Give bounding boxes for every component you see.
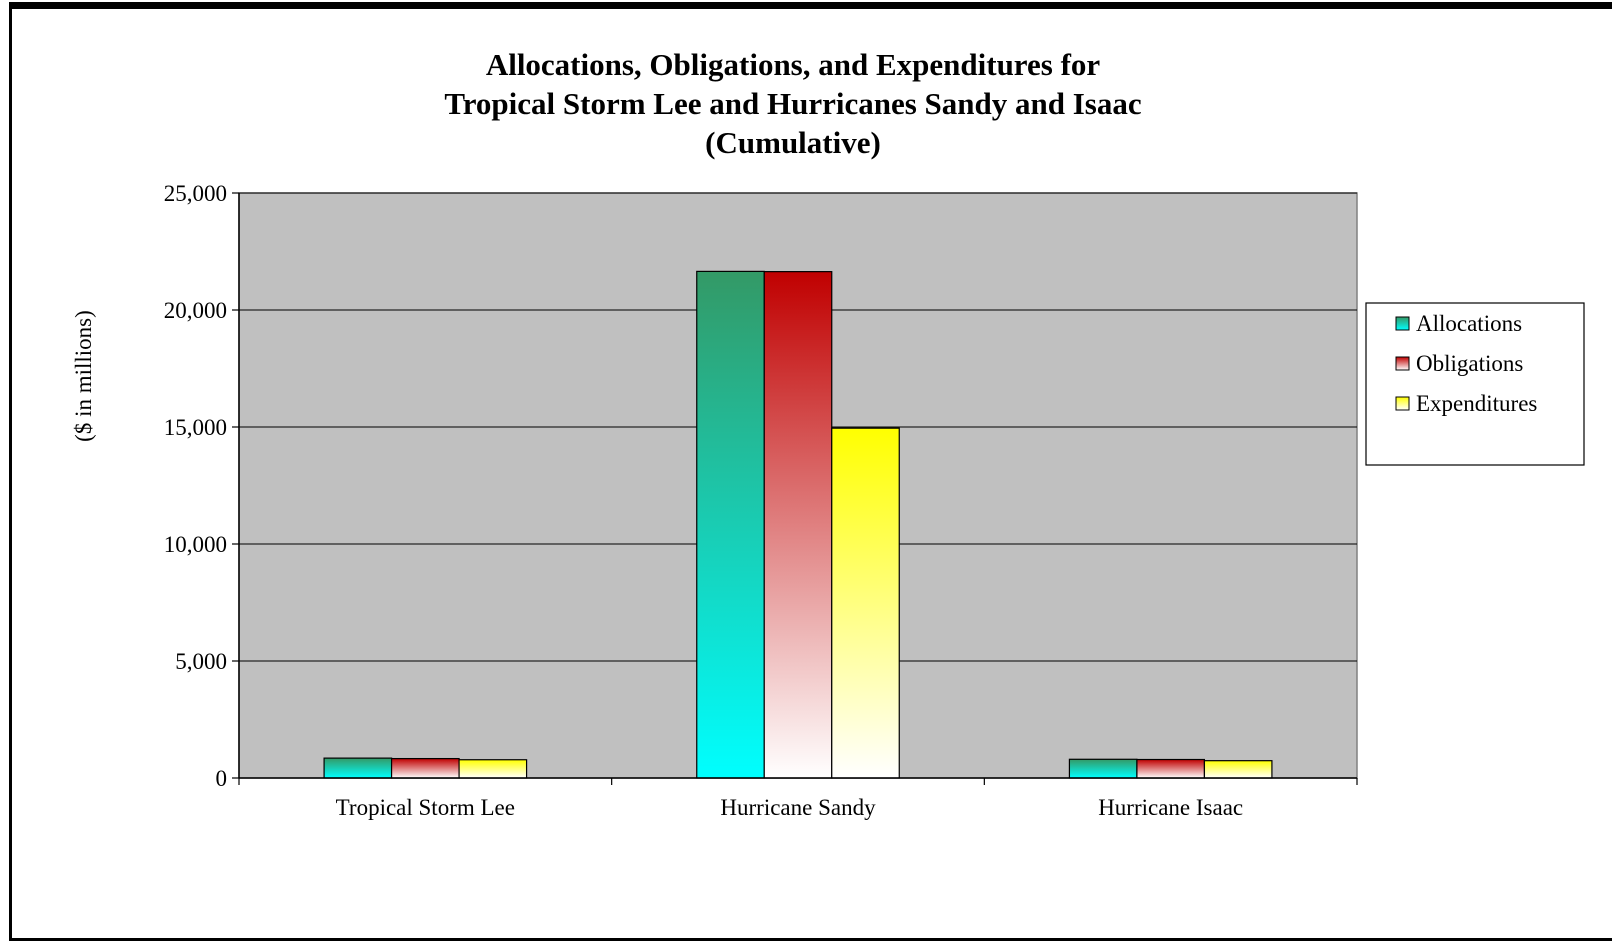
bar-allocations-1	[696, 270, 765, 779]
y-tick-label: 5,000	[175, 649, 227, 674]
bar-expenditures-0	[458, 759, 528, 779]
bar-expenditures-2	[1203, 760, 1273, 779]
legend-swatch-expenditures	[1395, 396, 1410, 411]
x-tick-label: Tropical Storm Lee	[336, 795, 515, 820]
chart-title: Allocations, Obligations, and Expenditur…	[444, 47, 1141, 160]
y-tick-label: 10,000	[164, 532, 227, 557]
legend-label-obligations: Obligations	[1416, 351, 1523, 376]
legend-swatch-obligations	[1395, 356, 1410, 371]
bar-allocations-2	[1068, 758, 1138, 779]
legend-label-allocations: Allocations	[1416, 311, 1522, 336]
bars	[323, 270, 1273, 779]
y-tick-label: 25,000	[164, 181, 227, 206]
x-axis	[238, 193, 1358, 785]
x-axis-tick-labels: Tropical Storm Lee Hurricane Sandy Hurrica…	[336, 795, 1243, 820]
bar-obligations-1	[763, 271, 833, 779]
legend-swatch-allocations	[1395, 316, 1410, 331]
chart-title-line-3: (Cumulative)	[705, 125, 881, 160]
bar-allocations-0	[323, 757, 393, 779]
y-axis-ticks: 0 5,000 10,000 15,000 20,000 25,000	[164, 181, 239, 791]
x-tick-label: Hurricane Sandy	[720, 795, 876, 820]
y-tick-label: 15,000	[164, 415, 227, 440]
chart-title-line-1: Allocations, Obligations, and Expenditur…	[486, 47, 1101, 82]
legend-label-expenditures: Expenditures	[1416, 391, 1537, 416]
bar-expenditures-1	[831, 427, 900, 779]
bar-obligations-2	[1136, 758, 1206, 779]
x-tick-label: Hurricane Isaac	[1098, 795, 1243, 820]
chart-title-line-2: Tropical Storm Lee and Hurricanes Sandy …	[444, 86, 1141, 121]
bar-obligations-0	[390, 757, 460, 779]
y-tick-label: 0	[216, 766, 228, 791]
y-tick-label: 20,000	[164, 298, 227, 323]
legend: Allocations Obligations Expenditures	[1365, 302, 1585, 466]
y-axis-title: ($ in millions)	[71, 310, 96, 442]
